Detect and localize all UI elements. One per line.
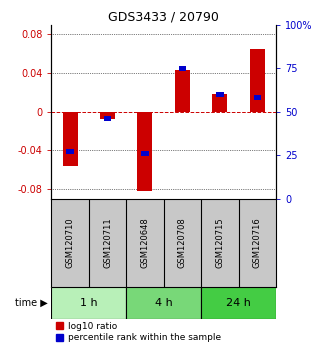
- Text: GSM120708: GSM120708: [178, 218, 187, 268]
- Text: 4 h: 4 h: [155, 298, 173, 308]
- Text: GSM120710: GSM120710: [65, 218, 74, 268]
- Text: GSM120648: GSM120648: [141, 218, 150, 268]
- Bar: [175, 70, 190, 112]
- Text: time ▶: time ▶: [15, 298, 48, 308]
- Bar: [213, 95, 227, 112]
- Text: GSM120716: GSM120716: [253, 218, 262, 268]
- Text: GSM120715: GSM120715: [215, 218, 224, 268]
- Bar: [63, 112, 78, 166]
- Bar: [137, 112, 152, 191]
- Bar: [126, 287, 201, 319]
- Legend: log10 ratio, percentile rank within the sample: log10 ratio, percentile rank within the …: [56, 322, 221, 342]
- Text: 24 h: 24 h: [226, 298, 251, 308]
- Bar: [254, 95, 261, 100]
- Bar: [141, 151, 149, 156]
- Bar: [100, 112, 115, 119]
- Text: GSM120711: GSM120711: [103, 218, 112, 268]
- Title: GDS3433 / 20790: GDS3433 / 20790: [108, 11, 219, 24]
- Bar: [250, 49, 265, 112]
- Bar: [66, 149, 74, 154]
- Bar: [51, 287, 126, 319]
- Bar: [104, 116, 111, 121]
- Text: 1 h: 1 h: [80, 298, 98, 308]
- Bar: [216, 92, 224, 97]
- Bar: [201, 287, 276, 319]
- Bar: [179, 66, 186, 71]
